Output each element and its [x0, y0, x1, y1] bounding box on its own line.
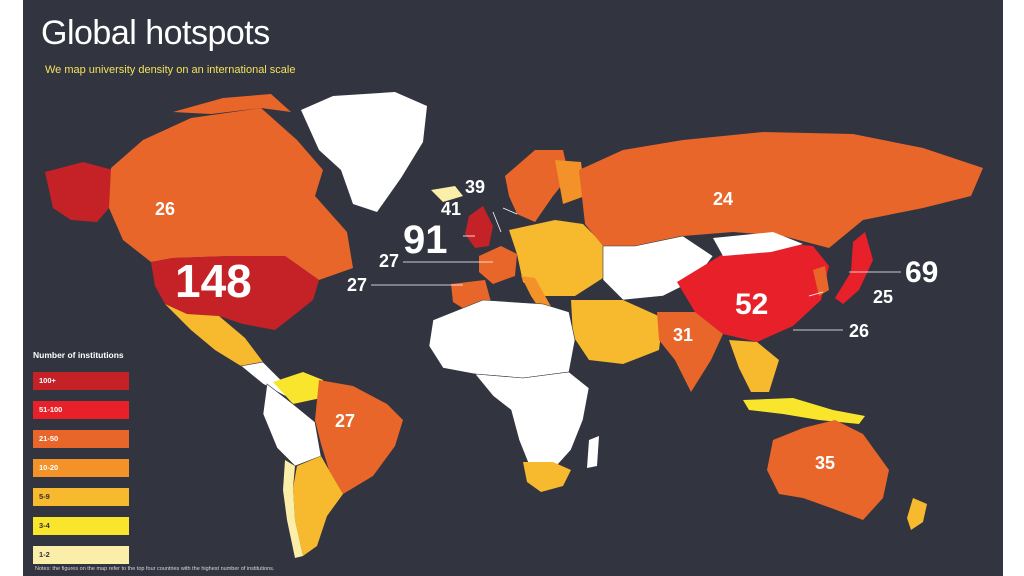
indonesia-shape: [743, 398, 865, 424]
central-africa-shape: [474, 371, 590, 471]
page-subtitle: We map university density on an internat…: [45, 64, 296, 76]
label-russia: 24: [713, 189, 734, 209]
legend-item: 51-100: [33, 401, 129, 419]
legend-label: 51-100: [39, 405, 63, 414]
map-frame: Global hotspots We map university densit…: [23, 0, 1003, 576]
south-africa-shape: [523, 462, 571, 492]
label-china: 52: [735, 288, 769, 321]
label-sweden: 39: [465, 177, 486, 197]
australia-shape: [767, 420, 889, 520]
mongolia-shape: [713, 232, 803, 256]
label-netherlands: 41: [441, 199, 462, 219]
central-europe-shape: [509, 220, 605, 296]
notes-text: Notes: the figures on the map refer to t…: [35, 566, 275, 572]
label-taiwan: 26: [849, 321, 870, 341]
label-india: 31: [673, 325, 694, 345]
label-united-states: 148: [175, 255, 252, 307]
label-south-korea: 25: [873, 287, 894, 307]
leader-lines: [371, 207, 901, 331]
legend-title: Number of institutions: [33, 350, 124, 360]
southeast-asia-shape: [729, 340, 779, 392]
finland-shape: [555, 160, 585, 204]
mexico-shape: [165, 304, 263, 366]
page-title: Global hotspots: [41, 14, 270, 52]
legend-item: 1-2: [33, 546, 129, 564]
canada-islands-shape: [173, 94, 291, 114]
label-japan: 69: [905, 256, 939, 289]
legend-label: 3-4: [39, 521, 50, 530]
middle-east-shape: [571, 300, 663, 364]
greenland-shape: [301, 92, 427, 212]
canada-shape: [109, 108, 353, 280]
legend-label: 21-50: [39, 434, 59, 443]
legend-item: 21-50: [33, 430, 129, 448]
legend-label: 5-9: [39, 492, 50, 501]
world-map: [45, 92, 983, 558]
uk-shape: [465, 206, 493, 248]
legend-item: 100+: [33, 372, 129, 390]
colombia-peru-shape: [262, 383, 322, 467]
korea-shape: [813, 266, 829, 296]
label-brazil: 27: [335, 411, 356, 431]
brazil-shape: [315, 380, 403, 494]
label-spain: 27: [347, 275, 368, 295]
india-shape: [657, 312, 723, 392]
legend-label: 1-2: [39, 550, 50, 559]
legend: Number of institutions 100+ 51-100 21-50…: [33, 350, 153, 575]
france-shape: [479, 246, 517, 284]
label-australia: 35: [815, 453, 836, 473]
legend-label: 100+: [39, 376, 56, 385]
scandinavia-shape: [505, 150, 569, 222]
legend-item: 5-9: [33, 488, 129, 506]
russia-shape: [579, 132, 983, 248]
label-france: 27: [379, 251, 400, 271]
label-united-kingdom: 91: [403, 218, 448, 262]
new-zealand-shape: [907, 498, 927, 530]
iceland-shape: [431, 186, 463, 202]
chile-shape: [283, 460, 303, 558]
usa-shape: [151, 256, 319, 330]
venezuela-shape: [273, 372, 323, 404]
legend-label: 10-20: [39, 463, 59, 472]
label-canada: 26: [155, 199, 176, 219]
argentina-shape: [293, 456, 343, 556]
alaska-shape: [45, 162, 113, 222]
north-africa-shape: [428, 299, 576, 379]
legend-item: 3-4: [33, 517, 129, 535]
china-shape: [677, 242, 829, 342]
madagascar-shape: [587, 436, 599, 468]
legend-item: 10-20: [33, 459, 129, 477]
japan-shape: [835, 232, 873, 304]
